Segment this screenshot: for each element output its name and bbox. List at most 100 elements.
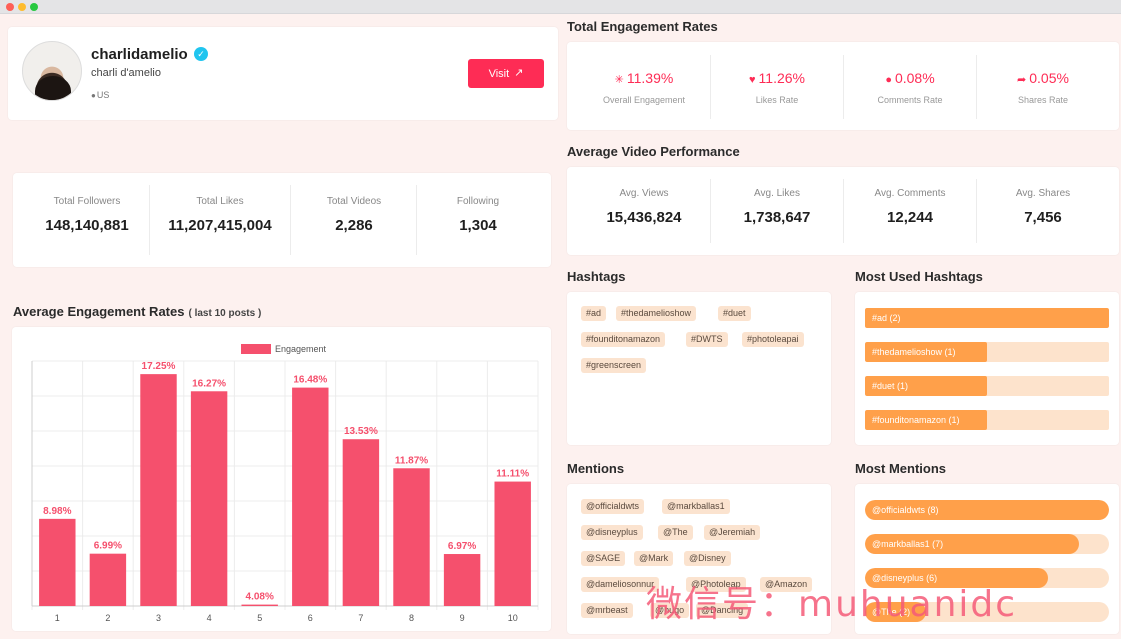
mention-chip[interactable]: @dameliosonnur bbox=[581, 577, 660, 592]
ranked-bar-fill bbox=[865, 342, 987, 362]
stat-label: Avg. Views bbox=[619, 188, 669, 199]
x-tick-label: 8 bbox=[409, 613, 414, 623]
mention-chip[interactable]: @mrbeast bbox=[581, 603, 633, 618]
mention-chip[interactable]: @disneyplus bbox=[581, 525, 643, 540]
stat-label: Total Videos bbox=[326, 196, 382, 207]
profile-full-name: charli d'amelio bbox=[91, 67, 161, 79]
chart-bar bbox=[89, 553, 127, 606]
watermark-text: 微信号：muhuanidc bbox=[646, 584, 1018, 625]
x-tick-label: 4 bbox=[207, 613, 212, 623]
mention-chip[interactable]: @The bbox=[658, 525, 693, 540]
mentions-title: Mentions bbox=[567, 461, 625, 476]
minimize-window-icon[interactable] bbox=[18, 3, 26, 11]
mention-chip[interactable]: @SAGE bbox=[581, 551, 626, 566]
visit-button[interactable]: Visit ↗ bbox=[468, 59, 544, 88]
rate-label: Likes Rate bbox=[755, 95, 799, 105]
visit-button-label: Visit bbox=[488, 67, 510, 80]
ranked-bar-label: @officialdwts (8) bbox=[872, 505, 939, 515]
ranked-bar: #ad (2) bbox=[865, 308, 1109, 328]
ranked-bar-fill bbox=[865, 410, 987, 430]
x-tick-label: 9 bbox=[460, 613, 465, 623]
ranked-bar-fill bbox=[865, 308, 1109, 328]
chart-bar bbox=[494, 481, 531, 606]
chart-bar bbox=[292, 387, 329, 606]
engagement-bar-chart: Engagement 8.98% 1 6.99% 2 17.25% 3 16.27% 4 4.08… bbox=[31, 344, 539, 623]
mention-chip[interactable]: @officialdwts bbox=[581, 499, 644, 514]
comment-icon: ● bbox=[885, 74, 892, 86]
x-tick-label: 2 bbox=[105, 613, 110, 623]
divider bbox=[976, 179, 977, 243]
mention-chip[interactable]: @markballas1 bbox=[662, 499, 730, 514]
rate-value: 0.05% bbox=[1029, 70, 1069, 86]
video-performance-title: Average Video Performance bbox=[567, 144, 740, 159]
ranked-bar: @markballas1 (7) bbox=[865, 534, 1109, 554]
ranked-bar: #founditonamazon (1) bbox=[865, 410, 1109, 430]
mention-chip[interactable]: @Photoleap bbox=[686, 577, 746, 592]
chart-title-text: Average Engagement Rates bbox=[13, 304, 185, 319]
engagement-rates-title: Total Engagement Rates bbox=[567, 19, 718, 34]
maximize-window-icon[interactable] bbox=[30, 3, 38, 11]
ranked-bar: @The (2) bbox=[865, 602, 1109, 622]
stat-label: Avg. Comments bbox=[874, 188, 946, 199]
bar-value-label: 16.48% bbox=[293, 375, 327, 386]
divider bbox=[416, 185, 417, 255]
avg-views: Avg. Views 15,436,824 bbox=[579, 188, 709, 226]
most-used-hashtags-title: Most Used Hashtags bbox=[855, 269, 983, 284]
avatar bbox=[22, 41, 82, 101]
bar-value-label: 11.87% bbox=[395, 455, 428, 466]
mention-chip[interactable]: @Dancing bbox=[696, 603, 749, 618]
stat-value: 1,738,647 bbox=[743, 209, 811, 226]
chart-bar bbox=[393, 468, 430, 606]
most-mentions-title: Most Mentions bbox=[855, 461, 946, 476]
bar-value-label: 6.99% bbox=[94, 541, 122, 552]
stat-value: 1,304 bbox=[459, 217, 497, 234]
avg-likes: Avg. Likes 1,738,647 bbox=[712, 188, 842, 226]
bar-value-label: 17.25% bbox=[142, 361, 176, 372]
mention-chip[interactable]: @Mark bbox=[634, 551, 674, 566]
location-pin-icon: ● bbox=[91, 91, 96, 100]
ranked-bar: #thedamelioshow (1) bbox=[865, 342, 1109, 362]
rate-overall-engagement: ✳ 11.39% Overall Engagement bbox=[579, 70, 709, 105]
bar-value-label: 13.53% bbox=[344, 426, 378, 437]
bar-value-label: 11.11% bbox=[496, 469, 529, 480]
ranked-bar: @disneyplus (6) bbox=[865, 568, 1109, 588]
divider bbox=[290, 185, 291, 255]
x-tick-label: 6 bbox=[308, 613, 313, 623]
hashtag-chip[interactable]: #founditonamazon bbox=[581, 332, 666, 347]
hashtag-chip[interactable]: #thedamelioshow bbox=[616, 306, 697, 321]
sparkle-icon: ✳ bbox=[614, 74, 624, 86]
stat-value: 148,140,881 bbox=[45, 217, 129, 234]
stat-value: 12,244 bbox=[887, 209, 933, 226]
x-tick-label: 7 bbox=[358, 613, 363, 623]
window-titlebar bbox=[0, 0, 1121, 14]
hashtag-chip[interactable]: #duet bbox=[718, 306, 751, 321]
hashtag-chip[interactable]: #ad bbox=[581, 306, 607, 321]
ranked-bar-fill bbox=[865, 376, 987, 396]
hashtag-chip[interactable]: #photoleapai bbox=[742, 332, 804, 347]
location-text: US bbox=[96, 90, 110, 100]
rate-value: 11.39% bbox=[626, 70, 674, 86]
chart-bar bbox=[342, 439, 380, 606]
stat-total-followers: Total Followers 148,140,881 bbox=[22, 196, 152, 234]
stat-total-videos: Total Videos 2,286 bbox=[292, 196, 416, 234]
mention-chip[interactable]: @Jeremiah bbox=[704, 525, 761, 540]
mention-chip[interactable]: @Amazon bbox=[760, 577, 813, 592]
mention-chip[interactable]: @hugo bbox=[650, 603, 690, 618]
divider bbox=[976, 55, 977, 119]
hashtag-chip[interactable]: #DWTS bbox=[686, 332, 728, 347]
rate-label: Comments Rate bbox=[877, 95, 943, 105]
heart-icon: ♥ bbox=[749, 74, 756, 86]
bar-value-label: 16.27% bbox=[192, 378, 226, 389]
stat-total-likes: Total Likes 11,207,415,004 bbox=[152, 196, 288, 234]
close-window-icon[interactable] bbox=[6, 3, 14, 11]
ranked-bar-label: @disneyplus (6) bbox=[872, 573, 938, 583]
hashtag-chip[interactable]: #greenscreen bbox=[581, 358, 647, 373]
share-icon: ➦ bbox=[1017, 74, 1027, 86]
external-link-icon: ↗ bbox=[514, 67, 524, 79]
x-tick-label: 5 bbox=[257, 613, 262, 623]
profile-username: charlidamelio bbox=[91, 46, 188, 63]
profile-location: ●US bbox=[91, 90, 109, 100]
ranked-bar-label: #duet (1) bbox=[872, 381, 909, 391]
divider bbox=[149, 185, 150, 255]
mention-chip[interactable]: @Disney bbox=[684, 551, 731, 566]
